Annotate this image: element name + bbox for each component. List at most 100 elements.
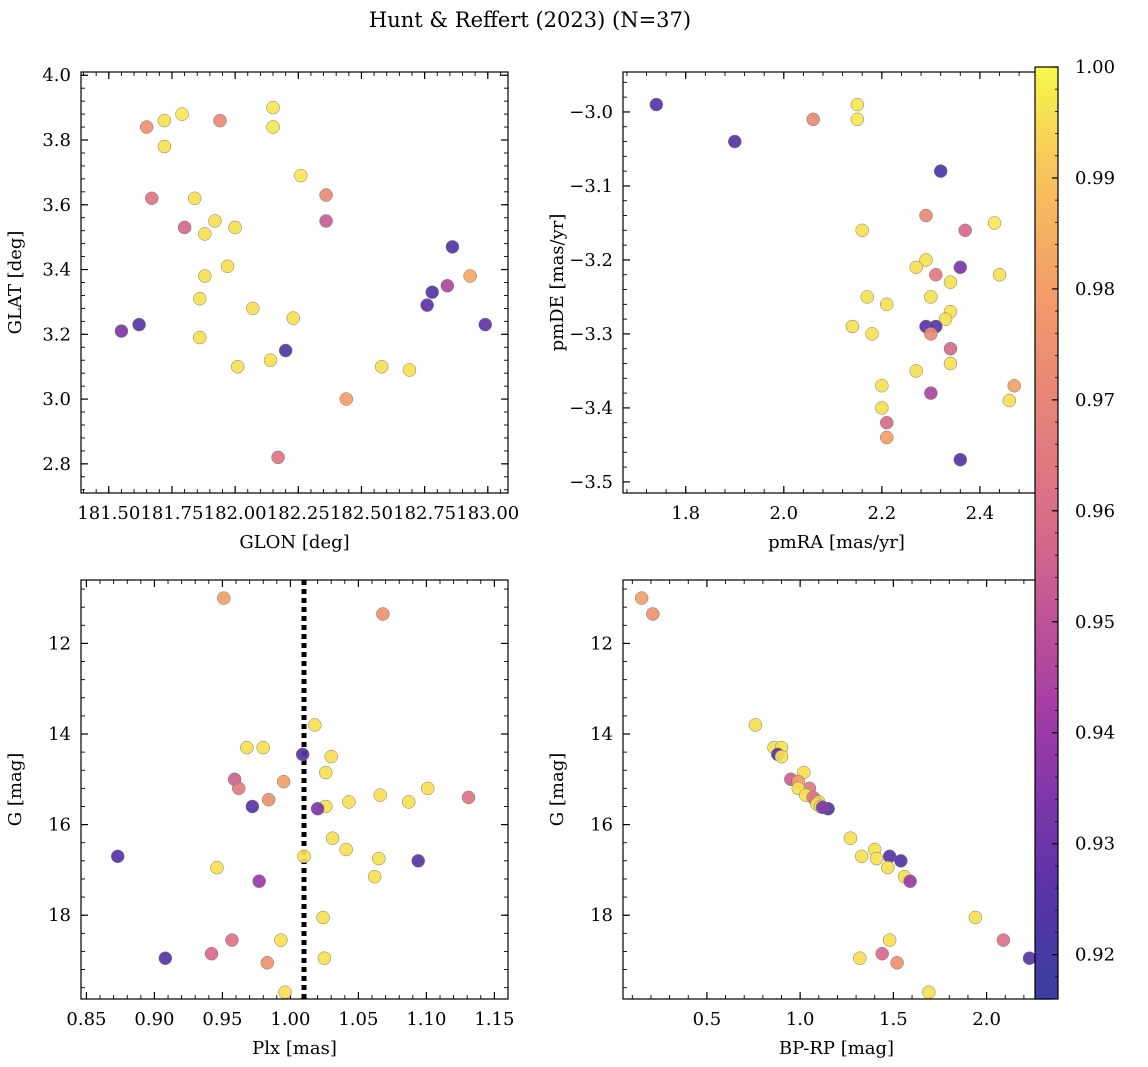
scatter-point [198, 269, 212, 283]
scatter-point [924, 386, 938, 400]
y-tick-label: 14 [590, 724, 613, 745]
colorbar: 0.92 0.93 0.94 0.95 0.96 0.97 0.98 0.99 1.00 [1034, 57, 1115, 1000]
scatter-point [213, 113, 227, 128]
scatter-point [295, 747, 310, 762]
scatter-point [943, 356, 958, 371]
scatter-point [924, 290, 938, 304]
x-tick-label: 1.5 [879, 1009, 908, 1030]
scatter-point [903, 874, 917, 888]
x-axis-label: BP-RP [mag] [779, 1038, 894, 1059]
axes-frame [622, 71, 1051, 494]
scatter-point [987, 216, 1002, 230]
scatter-points [110, 591, 476, 999]
axis-ticks: 1.8 2.0 2.2 2.4 −3.5 −3.4 −3.3 −3.2 −3.1 −3.0 [569, 72, 1050, 524]
scatter-point [376, 607, 390, 621]
scatter-point [845, 319, 860, 334]
scatter-point [865, 327, 879, 341]
x-tick-label: 182.50 [330, 503, 393, 524]
axis-ticks: 0.85 0.90 0.95 1.00 1.05 1.10 1.15 12 14 16 18 [48, 580, 514, 1030]
scatter-point [461, 790, 476, 805]
colorbar-tick-label: 0.93 [1075, 834, 1115, 855]
x-tick-label: 1.15 [474, 1009, 514, 1030]
x-tick-label: 0.90 [134, 1009, 174, 1030]
colorbar-gradient [1034, 66, 1059, 1000]
scatter-point [204, 946, 219, 961]
scatter-point [425, 285, 439, 299]
y-tick-label: −3.4 [569, 398, 613, 419]
scatter-point [245, 799, 260, 814]
y-tick-label: −3.5 [569, 472, 613, 493]
x-tick-label: 183.00 [456, 503, 519, 524]
scatter-point [198, 227, 212, 241]
y-axis-label: GLAT [deg] [5, 231, 26, 335]
scatter-points [634, 591, 1037, 999]
colorbar-tick-label: 0.94 [1075, 723, 1115, 744]
x-tick-label: 182.75 [393, 503, 456, 524]
y-tick-label: 12 [48, 633, 71, 654]
scatter-point [890, 956, 904, 970]
scatter-point [875, 378, 889, 393]
x-axis-label: GLON [deg] [239, 532, 349, 553]
x-tick-label: 2.0 [972, 1009, 1001, 1030]
y-tick-label: 4.0 [42, 65, 71, 86]
scatter-point [420, 298, 434, 312]
scatter-point [266, 120, 280, 134]
y-tick-label: 14 [48, 724, 71, 745]
scatter-point [187, 191, 202, 206]
scatter-points [649, 97, 1021, 467]
scatter-point [286, 311, 300, 325]
scatter-point [996, 933, 1011, 947]
scatter-point [933, 164, 948, 178]
y-tick-label: 3.8 [42, 130, 71, 151]
scatter-point [246, 301, 260, 316]
scatter-point [1007, 378, 1021, 393]
scatter-point [909, 260, 923, 275]
x-tick-label: 1.0 [786, 1009, 815, 1030]
scatter-point [231, 781, 246, 796]
scatter-point [478, 317, 493, 332]
scatter-point [854, 849, 869, 864]
y-tick-label: −3.3 [569, 324, 613, 345]
scatter-point [110, 849, 125, 864]
x-tick-label: 181.75 [140, 503, 203, 524]
scatter-point [875, 946, 889, 961]
scatter-point [339, 392, 354, 406]
scatter-point [882, 933, 897, 947]
scatter-point [342, 795, 356, 809]
colorbar-ticks: 0.92 0.93 0.94 0.95 0.96 0.97 0.98 0.99 1.00 [1052, 57, 1115, 978]
scatter-point [132, 317, 146, 332]
scatter-point [263, 353, 278, 367]
scatter-point [815, 800, 830, 815]
x-tick-label: 181.50 [77, 503, 140, 524]
scatter-point [992, 267, 1007, 282]
scatter-point [316, 910, 330, 925]
scatter-point [919, 253, 933, 267]
scatter-point [317, 951, 332, 965]
scatter-point [158, 951, 173, 965]
y-tick-label: 3.6 [42, 195, 71, 216]
scatter-point [297, 849, 311, 864]
scatter-point [193, 330, 207, 345]
scatter-point [175, 107, 189, 121]
scatter-point [225, 933, 239, 947]
scatter-point [869, 851, 884, 866]
scatter-point [924, 327, 938, 341]
scatter-point [421, 781, 435, 796]
scatter-point [860, 290, 874, 304]
x-tick-label: 2.0 [769, 503, 798, 524]
scatter-point [953, 452, 968, 467]
scatter-point [938, 312, 953, 326]
scatter-point [220, 259, 235, 274]
scatter-point [274, 933, 288, 947]
scatter-point [1022, 951, 1037, 965]
scatter-point [374, 359, 389, 374]
scatter-point [325, 831, 340, 845]
scatter-point [217, 591, 231, 605]
scatter-point [850, 97, 865, 112]
scatter-point [806, 112, 820, 127]
scatter-point [909, 364, 923, 378]
colorbar-tick-label: 0.96 [1075, 501, 1115, 522]
scatter-point [411, 854, 425, 868]
panel-plx-g: 0.85 0.90 0.95 1.00 1.05 1.10 1.15 12 14 16 18 Plx … [5, 579, 514, 1059]
